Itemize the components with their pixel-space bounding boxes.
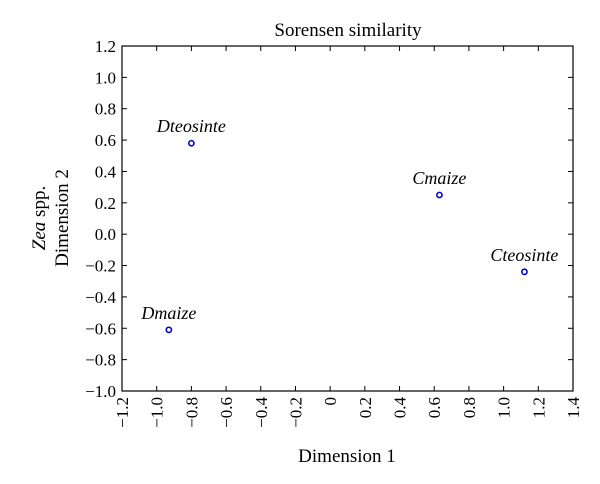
x-tick-label: 0 bbox=[321, 397, 340, 406]
y-axis-label-rest: spp. bbox=[29, 186, 50, 222]
x-tick-label: 0.2 bbox=[356, 397, 375, 418]
y-axis-label-line2: Dimension 2 bbox=[52, 169, 73, 267]
y-tick-label: 0.6 bbox=[95, 131, 116, 150]
x-tick-label: −1.0 bbox=[148, 397, 167, 428]
x-tick-label: 1.2 bbox=[529, 397, 548, 418]
y-tick-label: 0.2 bbox=[95, 194, 116, 213]
y-tick-label: 1.2 bbox=[95, 37, 116, 56]
x-tick-label: −0.2 bbox=[286, 397, 305, 428]
chart-title: Sorensen similarity bbox=[274, 20, 422, 41]
data-point bbox=[436, 191, 443, 199]
x-tick-label: −0.4 bbox=[252, 397, 271, 428]
y-tick-label: 0.8 bbox=[95, 100, 116, 119]
y-axis-label-line1: Zea spp. bbox=[29, 186, 50, 250]
x-tick-label: −0.8 bbox=[182, 397, 201, 428]
y-tick-label: 1.0 bbox=[95, 68, 116, 87]
point-label: Cteosinte bbox=[490, 245, 558, 265]
y-tick-label: 0.0 bbox=[95, 225, 116, 244]
y-tick-label: 0.4 bbox=[95, 162, 117, 181]
x-tick-label: 0.4 bbox=[391, 397, 410, 419]
data-point bbox=[187, 139, 195, 147]
data-points: Dteosinte Cmaize Cteosinte Dmaize bbox=[140, 116, 558, 334]
y-tick-label: −0.2 bbox=[85, 257, 116, 276]
data-point bbox=[165, 326, 173, 334]
x-axis-label: Dimension 1 bbox=[298, 446, 396, 467]
plot-frame bbox=[121, 45, 574, 392]
y-tick-label: −0.4 bbox=[85, 288, 116, 307]
y-axis: −1.0 −0.8 −0.6 −0.4 −0.2 0.0 0.2 0.4 0.6 0.8 1.0 1.… bbox=[85, 37, 573, 401]
y-tick-label: −1.0 bbox=[85, 382, 116, 401]
point-label: Dmaize bbox=[140, 303, 196, 323]
point-label: Cmaize bbox=[412, 168, 466, 188]
data-point bbox=[521, 268, 528, 276]
x-tick-label: 1.4 bbox=[564, 397, 583, 419]
y-tick-label: −0.6 bbox=[85, 319, 116, 338]
x-tick-label: 0.8 bbox=[460, 397, 479, 418]
x-tick-label: 1.0 bbox=[495, 397, 514, 418]
x-tick-label: −1.2 bbox=[113, 397, 132, 428]
x-tick-label: 0.6 bbox=[425, 397, 444, 418]
y-axis-label-italic: Zea bbox=[29, 222, 50, 251]
x-tick-label: −0.6 bbox=[217, 397, 236, 428]
y-tick-label: −0.8 bbox=[85, 351, 116, 370]
point-label: Dteosinte bbox=[156, 116, 226, 136]
x-axis: −1.2 −1.0 −0.8 −0.6 −0.4 −0.2 0 0.2 0.4 0.6 0.8 1.0… bbox=[113, 46, 583, 428]
y-axis-label: Zea spp. Dimension 2 bbox=[29, 169, 73, 267]
